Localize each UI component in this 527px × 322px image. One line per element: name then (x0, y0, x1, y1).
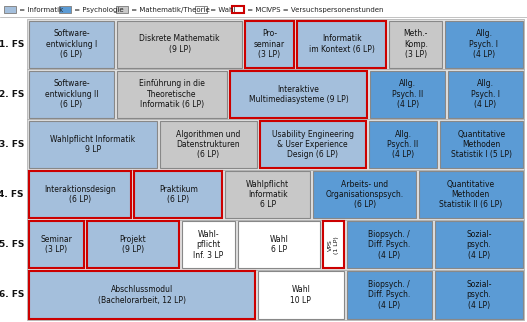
Text: Software-
entwicklung I
(6 LP): Software- entwicklung I (6 LP) (46, 29, 97, 59)
Text: Usability Engineering
& User Experience
Design (6 LP): Usability Engineering & User Experience … (272, 129, 354, 159)
Text: Wahlpflicht Informatik
9 LP: Wahlpflicht Informatik 9 LP (50, 135, 135, 154)
Text: 5. FS: 5. FS (0, 240, 24, 249)
Bar (419, 171, 522, 218)
Bar (448, 71, 522, 118)
Text: = Mathematik/Theorie: = Mathematik/Theorie (129, 6, 210, 13)
Bar (160, 121, 257, 168)
Text: 4. FS: 4. FS (0, 190, 24, 199)
Text: VPS = Versuchspersonenstunden: VPS = Versuchspersonenstunden (265, 6, 384, 13)
Bar (196, 6, 208, 13)
Text: Wahl
6 LP: Wahl 6 LP (270, 235, 289, 254)
Text: Arbeits- und
Organisationspsych.
(6 LP): Arbeits- und Organisationspsych. (6 LP) (326, 180, 404, 210)
Bar (226, 171, 310, 218)
Text: Allg.
Psych. II
(4 LP): Allg. Psych. II (4 LP) (387, 129, 418, 159)
Text: VPS
(1 LP): VPS (1 LP) (328, 236, 339, 254)
Text: Praktikum
(6 LP): Praktikum (6 LP) (159, 185, 198, 204)
Bar (116, 6, 129, 13)
Bar (28, 71, 114, 118)
Text: Biopsych. /
Diff. Psych.
(4 LP): Biopsych. / Diff. Psych. (4 LP) (368, 280, 411, 310)
Bar (435, 221, 522, 268)
Text: Projekt
(9 LP): Projekt (9 LP) (120, 235, 146, 254)
Text: Biopsych. /
Diff. Psych.
(4 LP): Biopsych. / Diff. Psych. (4 LP) (368, 230, 411, 260)
Bar (87, 221, 179, 268)
Text: Sozial-
psych.
(4 LP): Sozial- psych. (4 LP) (466, 230, 492, 260)
Bar (27, 119, 524, 169)
Text: Wahlpflicht
Informatik
6 LP: Wahlpflicht Informatik 6 LP (246, 180, 289, 210)
Text: = Wahl: = Wahl (208, 6, 236, 13)
Bar (245, 21, 295, 68)
Text: Quantitative
Methoden
Statistik II (6 LP): Quantitative Methoden Statistik II (6 LP… (439, 180, 502, 210)
Bar (347, 221, 432, 268)
Text: Informatik
im Kontext (6 LP): Informatik im Kontext (6 LP) (309, 34, 375, 54)
Bar (182, 221, 235, 268)
Text: = Psychologie: = Psychologie (72, 6, 123, 13)
Bar (260, 121, 366, 168)
Bar (370, 71, 445, 118)
Text: Seminar
(3 LP): Seminar (3 LP) (41, 235, 72, 254)
Text: Sozial-
psych.
(4 LP): Sozial- psych. (4 LP) (466, 280, 492, 310)
Text: Algorithmen und
Datenstrukturen
(6 LP): Algorithmen und Datenstrukturen (6 LP) (176, 129, 241, 159)
Text: 3. FS: 3. FS (0, 140, 24, 149)
Bar (440, 121, 522, 168)
Text: = MCI: = MCI (245, 6, 268, 13)
Bar (27, 169, 524, 220)
Bar (28, 171, 131, 218)
Bar (347, 271, 432, 318)
Text: Wahl-
pflicht
Inf. 3 LP: Wahl- pflicht Inf. 3 LP (193, 230, 223, 260)
Bar (313, 171, 416, 218)
Text: Allg.
Psych. I
(4 LP): Allg. Psych. I (4 LP) (470, 29, 499, 59)
Text: 2. FS: 2. FS (0, 90, 24, 99)
Bar (389, 21, 443, 68)
Bar (27, 270, 524, 320)
Bar (435, 271, 522, 318)
Bar (4, 6, 16, 13)
Text: Wahl
10 LP: Wahl 10 LP (290, 285, 311, 305)
Bar (28, 271, 255, 318)
Text: = Informatik: = Informatik (17, 6, 63, 13)
Text: Meth.-
Komp.
(3 LP): Meth.- Komp. (3 LP) (404, 29, 428, 59)
Bar (238, 221, 320, 268)
Bar (369, 121, 437, 168)
Bar (134, 171, 222, 218)
Bar (28, 221, 84, 268)
Bar (323, 221, 344, 268)
Bar (28, 121, 157, 168)
Text: Abschlussmodul
(Bachelorarbeit, 12 LP): Abschlussmodul (Bachelorarbeit, 12 LP) (98, 285, 186, 305)
Text: Pro-
seminar
(3 LP): Pro- seminar (3 LP) (254, 29, 285, 59)
Text: 6. FS: 6. FS (0, 290, 24, 299)
Bar (27, 220, 524, 270)
Bar (258, 271, 344, 318)
Text: Allg.
Psych. II
(4 LP): Allg. Psych. II (4 LP) (392, 79, 423, 109)
Text: 1. FS: 1. FS (0, 40, 24, 49)
Bar (445, 21, 522, 68)
Text: Software-
entwicklung II
(6 LP): Software- entwicklung II (6 LP) (45, 79, 98, 109)
Bar (28, 21, 114, 68)
Text: Diskrete Mathematik
(9 LP): Diskrete Mathematik (9 LP) (139, 34, 220, 54)
Text: Allg.
Psych. I
(4 LP): Allg. Psych. I (4 LP) (471, 79, 500, 109)
Bar (58, 6, 71, 13)
Bar (230, 71, 367, 118)
Text: Einführung in die
Theoretische
Informatik (6 LP): Einführung in die Theoretische Informati… (139, 79, 205, 109)
Bar (232, 6, 244, 13)
Text: Interaktive
Multimediasysteme (9 LP): Interaktive Multimediasysteme (9 LP) (249, 85, 348, 104)
Bar (297, 21, 386, 68)
Text: Quantitative
Methoden
Statistik I (5 LP): Quantitative Methoden Statistik I (5 LP) (451, 129, 512, 159)
Bar (27, 19, 524, 69)
Bar (118, 21, 242, 68)
Bar (118, 71, 227, 118)
Text: Interaktionsdesign
(6 LP): Interaktionsdesign (6 LP) (44, 185, 116, 204)
Bar (27, 69, 524, 119)
